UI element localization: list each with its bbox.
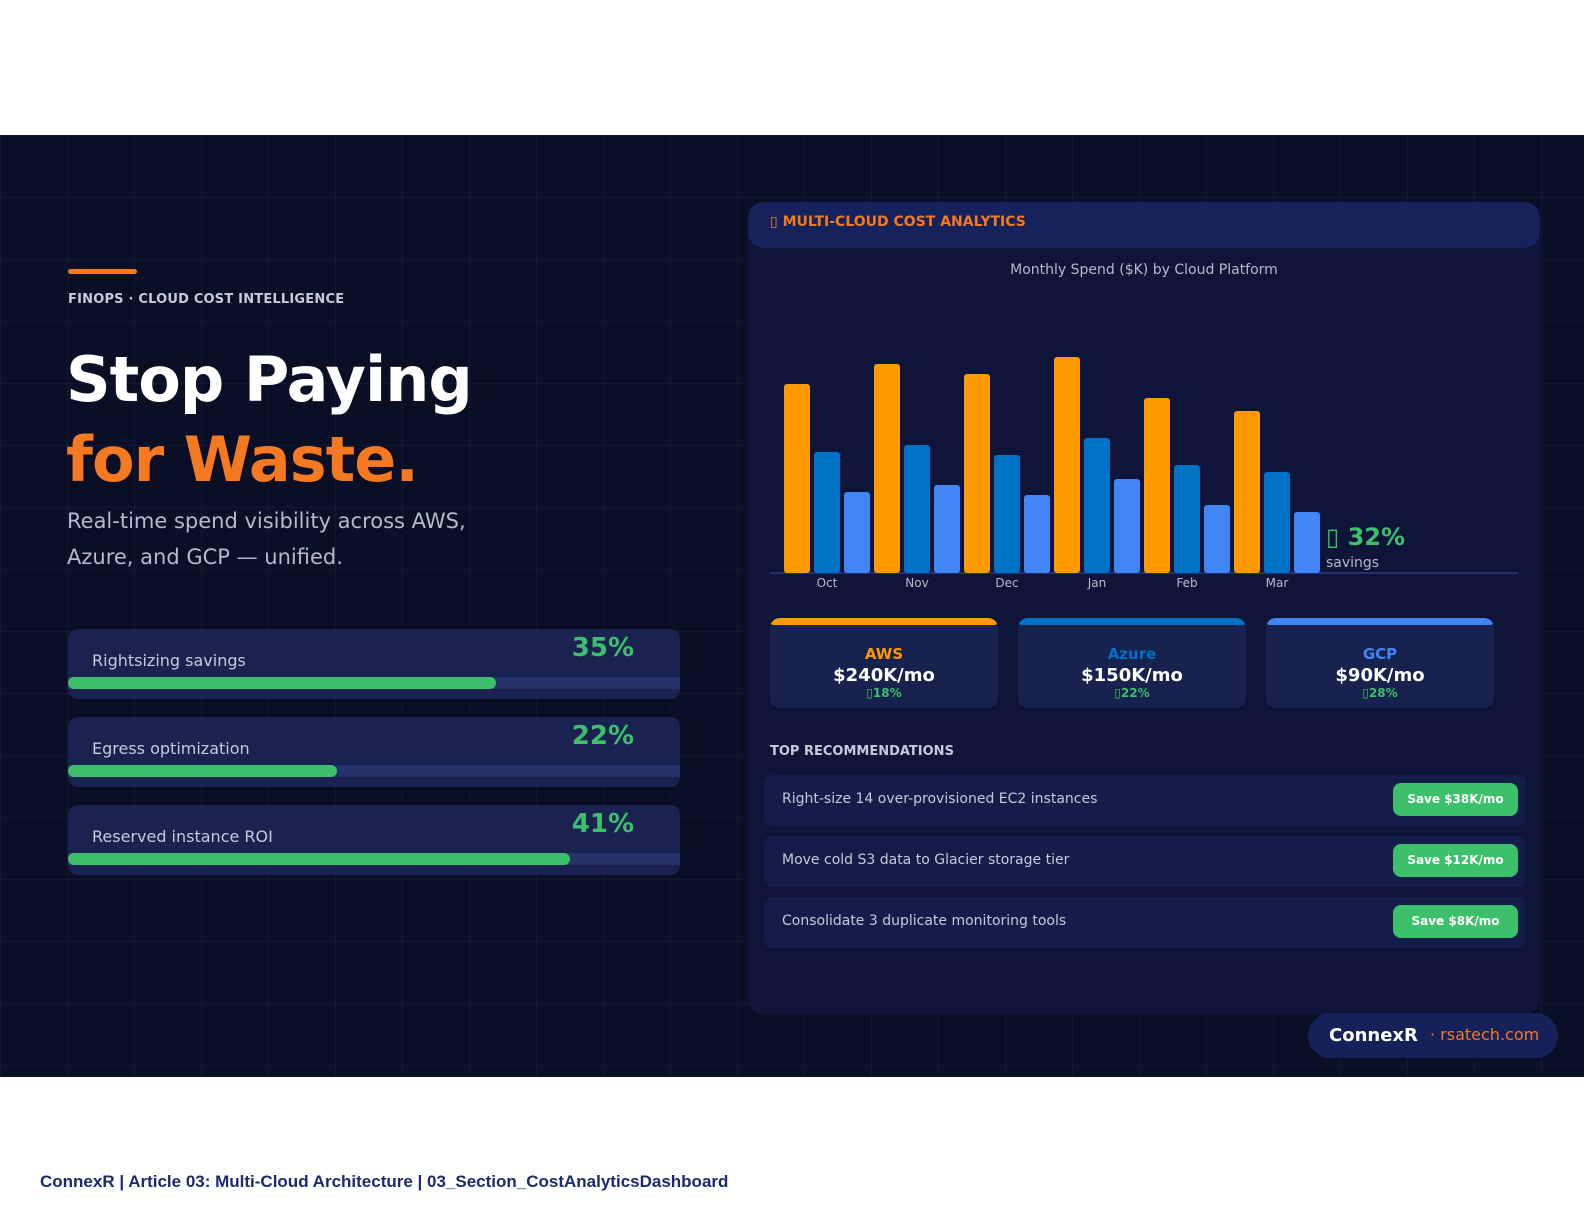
metric-reserved: Reserved instance ROI 41% xyxy=(68,805,680,875)
metric-value: 35% xyxy=(571,633,634,663)
metric-value: 41% xyxy=(571,809,634,839)
platform-card-azure: Azure $150K/mo ▯22% xyxy=(1018,618,1246,708)
platform-amount: $150K/mo xyxy=(1081,665,1183,686)
bar-oct-1 xyxy=(814,452,840,573)
bar-jan-1 xyxy=(1084,438,1110,573)
platform-change: ▯22% xyxy=(1114,686,1150,700)
progress-track xyxy=(68,677,680,689)
recommendation-text: Right-size 14 over-provisioned EC2 insta… xyxy=(782,791,1098,807)
bar-feb-1 xyxy=(1174,465,1200,573)
brand-pill: ConnexR · rsatech.com xyxy=(1308,1013,1558,1058)
recommendation-row: Move cold S3 data to Glacier storage tie… xyxy=(764,836,1526,887)
platform-amount: $90K/mo xyxy=(1335,665,1425,686)
progress-fill xyxy=(68,853,570,865)
card-color-bar xyxy=(1018,618,1246,625)
x-tick-label: Dec xyxy=(995,576,1018,590)
bar-mar-0 xyxy=(1234,411,1260,573)
panel-title: ▯ MULTI-CLOUD COST ANALYTICS xyxy=(770,214,1026,230)
metric-egress: Egress optimization 22% xyxy=(68,717,680,787)
progress-fill xyxy=(68,765,338,777)
bar-dec-2 xyxy=(1024,495,1050,573)
recommendations-title: TOP RECOMMENDATIONS xyxy=(770,744,954,759)
footer-caption: ConnexR | Article 03: Multi-Cloud Archit… xyxy=(40,1172,729,1191)
progress-track xyxy=(68,853,680,865)
recommendation-row: Consolidate 3 duplicate monitoring tools… xyxy=(764,897,1526,948)
slide: FINOPS · CLOUD COST INTELLIGENCE Stop Pa… xyxy=(0,135,1584,1077)
bar-dec-1 xyxy=(994,455,1020,573)
x-tick-label: Oct xyxy=(817,576,838,590)
bar-feb-2 xyxy=(1204,505,1230,573)
spend-bar-chart: Oct Nov Dec Jan Feb Mar ▯ 32% savings xyxy=(770,357,1518,590)
bar-nov-2 xyxy=(934,485,960,573)
savings-value: ▯ 32% xyxy=(1326,523,1405,551)
bar-nov-1 xyxy=(904,445,930,573)
bar-dec-0 xyxy=(964,374,990,573)
platform-amount: $240K/mo xyxy=(833,665,935,686)
bar-nov-0 xyxy=(874,364,900,573)
bar-oct-2 xyxy=(844,492,870,573)
savings-label: savings xyxy=(1326,555,1379,571)
x-tick-label: Feb xyxy=(1176,576,1197,590)
bar-feb-0 xyxy=(1144,398,1170,573)
platform-card-aws: AWS $240K/mo ▯18% xyxy=(770,618,998,708)
brand-url[interactable]: · rsatech.com xyxy=(1430,1025,1540,1044)
cost-analytics-panel: ▯ MULTI-CLOUD COST ANALYTICS Monthly Spe… xyxy=(748,202,1540,1014)
recommendation-text: Move cold S3 data to Glacier storage tie… xyxy=(782,852,1070,868)
platform-change: ▯28% xyxy=(1362,686,1398,700)
metric-value: 22% xyxy=(571,721,634,751)
headline-line1: Stop Paying xyxy=(66,343,473,416)
recommendation-text: Consolidate 3 duplicate monitoring tools xyxy=(782,913,1067,929)
panel-header: ▯ MULTI-CLOUD COST ANALYTICS xyxy=(748,202,1540,248)
metric-label: Rightsizing savings xyxy=(92,651,246,670)
bar-mar-2 xyxy=(1294,512,1320,573)
accent-bar xyxy=(68,269,137,274)
x-tick-label: Nov xyxy=(905,576,928,590)
progress-fill xyxy=(68,677,497,689)
metric-label: Reserved instance ROI xyxy=(92,827,273,846)
platform-change: ▯18% xyxy=(866,686,902,700)
headline-line2: for Waste. xyxy=(66,423,419,496)
chart-title: Monthly Spend ($K) by Cloud Platform xyxy=(1010,262,1278,278)
platform-name: GCP xyxy=(1362,645,1398,663)
save-badge[interactable]: Save $12K/mo xyxy=(1393,844,1518,877)
subtitle: Real-time spend visibility across AWS, A… xyxy=(67,509,466,569)
card-color-bar xyxy=(770,618,998,625)
metric-rightsizing: Rightsizing savings 35% xyxy=(68,629,680,699)
platform-name: AWS xyxy=(864,645,904,663)
eyebrow: FINOPS · CLOUD COST INTELLIGENCE xyxy=(68,292,345,307)
progress-track xyxy=(68,765,680,777)
platform-card-gcp: GCP $90K/mo ▯28% xyxy=(1266,618,1494,708)
save-badge[interactable]: Save $38K/mo xyxy=(1393,783,1518,816)
save-badge[interactable]: Save $8K/mo xyxy=(1393,905,1518,938)
bar-jan-2 xyxy=(1114,479,1140,573)
card-color-bar xyxy=(1266,618,1494,625)
platform-name: Azure xyxy=(1107,645,1157,663)
x-tick-label: Mar xyxy=(1266,576,1289,590)
bar-jan-0 xyxy=(1054,357,1080,573)
recommendation-row: Right-size 14 over-provisioned EC2 insta… xyxy=(764,775,1526,826)
metric-label: Egress optimization xyxy=(92,739,250,758)
x-tick-label: Jan xyxy=(1087,576,1107,590)
bar-oct-0 xyxy=(784,384,810,573)
brand-name: ConnexR xyxy=(1329,1025,1418,1046)
bar-mar-1 xyxy=(1264,472,1290,573)
